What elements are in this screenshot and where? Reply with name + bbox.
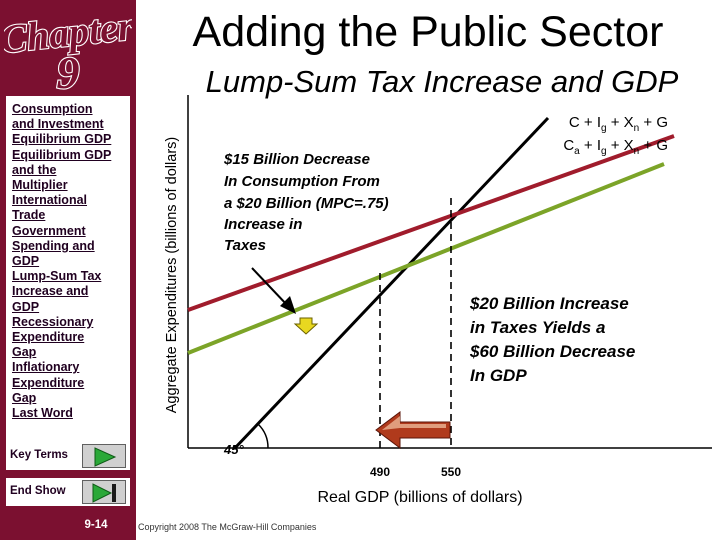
end-show-label: End Show xyxy=(10,485,66,497)
sidebar-nav-link[interactable]: and Investment xyxy=(12,117,104,132)
shift-down-arrow xyxy=(293,317,319,335)
sidebar-nav-link[interactable]: International xyxy=(12,193,88,208)
play-icon xyxy=(94,447,117,467)
copyright-notice: Copyright 2008 The McGraw-Hill Companies xyxy=(138,522,317,532)
x-axis-label: Real GDP (billions of dollars) xyxy=(317,489,522,506)
sidebar-nav-link[interactable]: Multiplier xyxy=(12,178,68,193)
x-tick-label: 550 xyxy=(441,465,461,479)
sidebar-nav-link[interactable]: Equilibrium GDP xyxy=(12,147,112,162)
sidebar-nav-link[interactable]: Consumption xyxy=(12,102,93,116)
annotation-gdp-decrease: $20 Billion Increase in Taxes Yields a $… xyxy=(469,294,635,385)
sidebar-nav-link[interactable]: GDP xyxy=(12,254,40,269)
sidebar: Chapter 9 Consumption and Investment Equil… xyxy=(0,0,136,540)
skip-to-end-icon xyxy=(92,483,116,503)
key-terms-row: Key Terms xyxy=(6,442,130,470)
annotation-line: In GDP xyxy=(470,366,527,385)
aggregate-expenditure-line-after xyxy=(187,162,665,355)
sidebar-nav-link[interactable]: Recessionary xyxy=(12,314,94,329)
annotation-line: a $20 Billion (MPC=.75) xyxy=(224,195,389,212)
annotation-line: Increase in xyxy=(224,216,302,233)
aggregate-expenditure-line-before xyxy=(187,134,675,312)
line-label-after: Ca + Ig + Xn + G xyxy=(563,137,668,157)
sidebar-nav-link[interactable]: Increase and xyxy=(12,284,89,299)
key-terms-label: Key Terms xyxy=(10,449,68,461)
line-label-before: C + Ig + Xn + G xyxy=(569,114,668,134)
angle-label: 45° xyxy=(223,442,244,457)
annotation-line: $60 Billion Decrease xyxy=(469,342,635,361)
chapter-navigation: Consumption and Investment Equilibrium GDP… xyxy=(12,102,130,421)
annotation-line: $15 Billion Decrease xyxy=(223,151,370,168)
annotation-tax-consumption: $15 Billion Decrease In Consumption From… xyxy=(223,151,389,254)
sidebar-nav-panel: Consumption and Investment Equilibrium GDP… xyxy=(6,96,130,448)
sidebar-nav-link[interactable]: Expenditure xyxy=(12,375,85,390)
sidebar-nav-link[interactable]: GDP xyxy=(12,299,40,314)
chapter-number: 9 xyxy=(57,47,80,92)
slide-number: 9-14 xyxy=(84,519,108,531)
chapter-logo: Chapter 9 xyxy=(4,6,132,92)
annotation-line: $20 Billion Increase xyxy=(469,294,629,313)
sidebar-nav-link[interactable]: Spending and xyxy=(12,238,95,253)
sidebar-nav-link[interactable]: Trade xyxy=(12,208,46,223)
gdp-decrease-arrow xyxy=(375,411,451,449)
annotation-line: In Consumption From xyxy=(224,173,380,190)
sidebar-nav-link[interactable]: Gap xyxy=(12,390,37,405)
end-show-row: End Show xyxy=(6,478,130,506)
sidebar-nav-link[interactable]: Last Word xyxy=(12,406,73,421)
end-show-button[interactable] xyxy=(82,480,126,504)
line-45-degree xyxy=(233,116,550,450)
annotation-pointer-line xyxy=(251,267,289,307)
annotation-line: in Taxes Yields a xyxy=(470,318,605,337)
sidebar-nav-link[interactable]: and the xyxy=(12,162,57,177)
sidebar-nav-link[interactable]: Gap xyxy=(12,345,37,360)
sidebar-nav-link[interactable]: Equilibrium GDP xyxy=(12,132,112,147)
x-tick-label: 490 xyxy=(370,465,390,479)
sidebar-nav-link[interactable]: Government xyxy=(12,223,86,238)
annotation-pointer-arrowhead xyxy=(280,296,296,314)
sidebar-nav-link[interactable]: Inflationary xyxy=(12,360,80,375)
page-title: Adding the Public Sector xyxy=(192,8,664,56)
sidebar-nav-link[interactable]: Lump-Sum Tax xyxy=(12,269,102,284)
page-subtitle: Lump-Sum Tax Increase and GDP xyxy=(205,64,679,99)
annotation-line: Taxes xyxy=(224,237,266,254)
key-terms-button[interactable] xyxy=(82,444,126,468)
sidebar-nav-link[interactable]: Expenditure xyxy=(12,330,85,345)
angle-arc xyxy=(257,423,269,449)
